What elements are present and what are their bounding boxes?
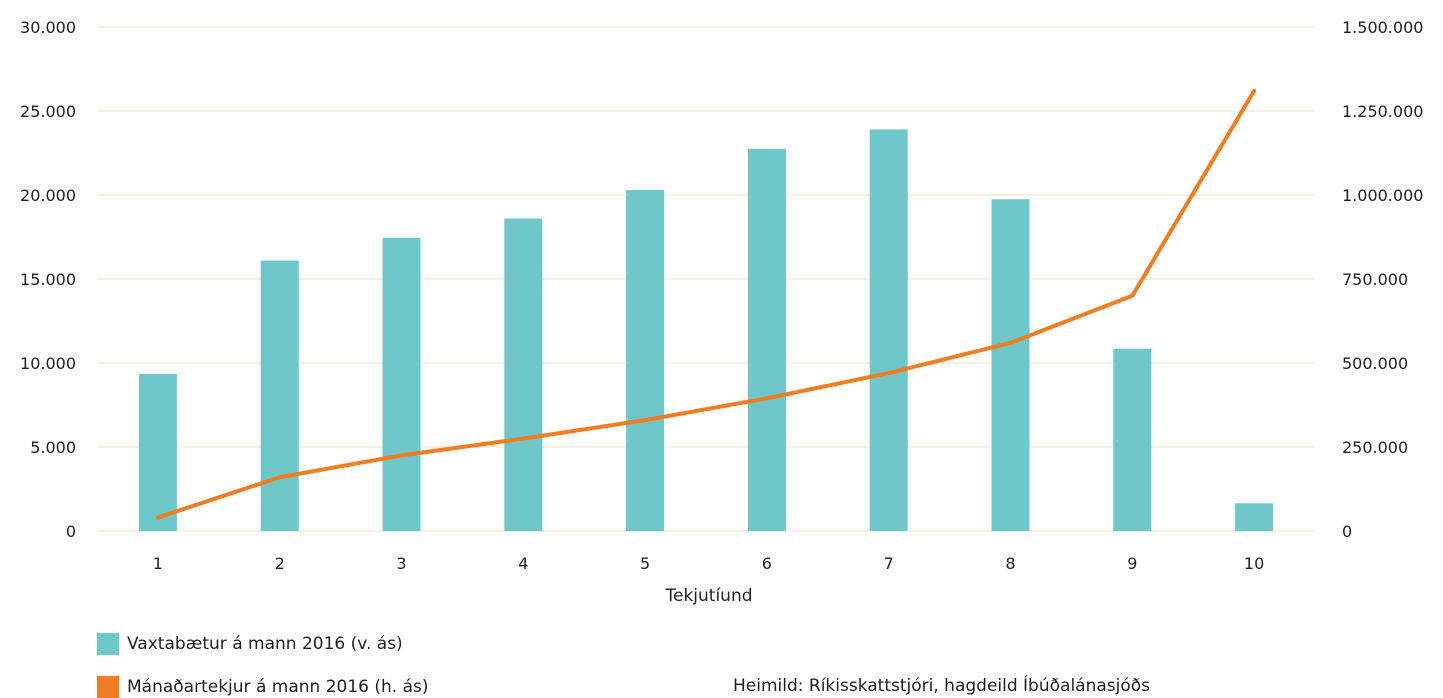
- right-axis-ticks: 0 250.000 500.000 750.000 1.000.000 1.250.000…: [1342, 18, 1423, 541]
- x-tick-label: 8: [1005, 554, 1015, 573]
- right-tick-label: 1.500.000: [1342, 18, 1423, 37]
- legend-label-line: Mánaðartekjur á mann 2016 (h. ás): [127, 677, 429, 697]
- bar: [747, 148, 786, 532]
- left-tick-label: 0: [66, 522, 76, 541]
- x-tick-label: 6: [762, 554, 772, 573]
- x-tick-label: 9: [1127, 554, 1137, 573]
- line-point: [521, 436, 526, 441]
- right-tick-label: 0: [1342, 522, 1352, 541]
- line-point: [1008, 340, 1013, 345]
- source-note: Heimild: Ríkisskattstjóri, hagdeild Íbúð…: [733, 676, 1151, 696]
- legend-label-bars: Vaxtabætur á mann 2016 (v. ás): [127, 634, 403, 654]
- bar: [1113, 348, 1152, 531]
- left-tick-label: 10.000: [20, 354, 76, 373]
- bar: [260, 260, 299, 531]
- bar: [626, 189, 665, 531]
- line-point: [277, 475, 282, 480]
- bar: [1235, 503, 1274, 531]
- x-tick-label: 1: [153, 554, 163, 573]
- bar: [869, 129, 908, 532]
- bar: [504, 218, 543, 531]
- right-tick-label: 1.000.000: [1342, 186, 1423, 205]
- line-point: [155, 515, 160, 520]
- right-tick-label: 1.250.000: [1342, 102, 1423, 121]
- bar: [138, 373, 177, 531]
- left-tick-label: 15.000: [20, 270, 76, 289]
- left-tick-label: 20.000: [20, 186, 76, 205]
- legend-item-line: Mánaðartekjur á mann 2016 (h. ás): [97, 676, 428, 698]
- x-tick-label: 2: [275, 554, 285, 573]
- x-tick-label: 5: [640, 554, 650, 573]
- x-tick-label: 4: [518, 554, 528, 573]
- x-axis-label: Tekjutíund: [664, 586, 752, 606]
- x-tick-label: 10: [1244, 554, 1264, 573]
- x-axis-ticks: 1 2 3 4 5 6 7 8 9 10: [153, 554, 1264, 573]
- bar-series: [138, 129, 1274, 532]
- x-tick-label: 3: [396, 554, 406, 573]
- left-axis-ticks: 0 5.000 10.000 15.000 20.000 25.000 30.000: [20, 18, 76, 541]
- left-tick-label: 30.000: [20, 18, 76, 37]
- right-tick-label: 750.000: [1342, 270, 1408, 289]
- gridlines: [97, 26, 1315, 532]
- legend-swatch-bars: [97, 633, 119, 655]
- right-tick-label: 500.000: [1342, 354, 1408, 373]
- bar: [991, 199, 1030, 531]
- line-point: [764, 396, 769, 401]
- left-tick-label: 5.000: [30, 438, 76, 457]
- left-tick-label: 25.000: [20, 102, 76, 121]
- line-point: [886, 371, 891, 376]
- line-point: [1252, 88, 1257, 93]
- bar: [382, 237, 421, 531]
- line-path: [155, 88, 1257, 520]
- line-point: [399, 453, 404, 458]
- legend-swatch-line: [97, 676, 119, 698]
- line-point: [1130, 293, 1135, 298]
- legend-item-bars: Vaxtabætur á mann 2016 (v. ás): [97, 633, 403, 655]
- x-tick-label: 7: [884, 554, 894, 573]
- line-series: [155, 88, 1257, 520]
- line-point: [643, 418, 648, 423]
- right-tick-label: 250.000: [1342, 438, 1408, 457]
